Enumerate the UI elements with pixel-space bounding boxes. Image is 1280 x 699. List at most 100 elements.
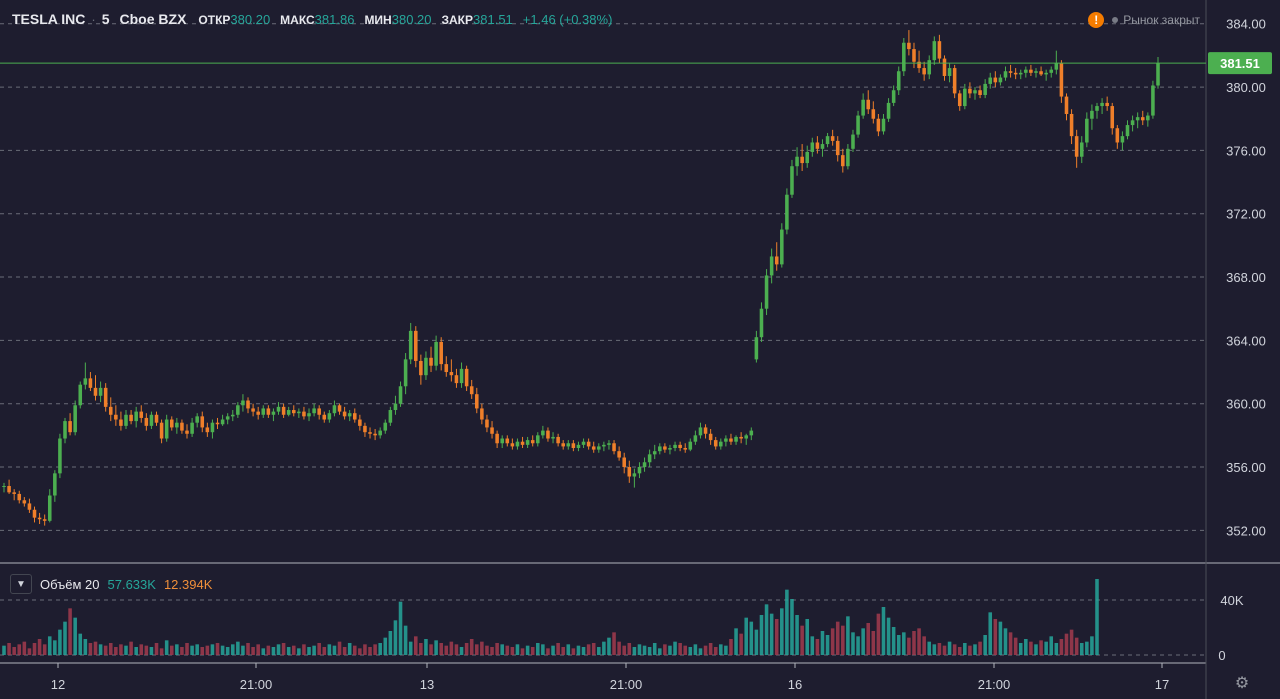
volume-bar	[851, 632, 855, 655]
volume-bar	[119, 644, 123, 655]
volume-bar	[876, 613, 881, 655]
candle-body	[566, 443, 571, 447]
candle-body	[378, 430, 382, 436]
volume-bar	[352, 645, 357, 655]
volume-bar	[627, 643, 632, 655]
candle-body	[200, 416, 205, 428]
chevron-down-icon[interactable]: ▼	[10, 574, 32, 594]
candle-body	[652, 451, 657, 455]
candle-body	[978, 90, 982, 95]
candle-body	[988, 77, 993, 84]
candle-body	[17, 493, 22, 501]
candle-body	[414, 330, 418, 361]
volume-bar	[505, 645, 510, 655]
volume-bar	[485, 645, 489, 655]
volume-bar	[22, 641, 27, 655]
candle-body	[800, 156, 804, 164]
candle-body	[922, 68, 926, 75]
candle-body	[1013, 72, 1018, 75]
volume-bar	[124, 645, 128, 655]
symbol-name[interactable]: TESLA INC	[12, 11, 86, 27]
volume-bar	[180, 647, 184, 655]
candle-body	[586, 441, 591, 447]
candle-body	[1054, 63, 1059, 70]
candle-body	[185, 430, 189, 434]
volume-bar	[739, 633, 743, 655]
volume-bar	[551, 645, 555, 655]
candle-body	[169, 419, 174, 428]
volume-bar	[42, 644, 47, 655]
volume-tick-label: 0	[1218, 648, 1225, 663]
volume-bar	[373, 644, 377, 655]
volume-bar	[754, 629, 759, 655]
volume-bar	[230, 644, 235, 655]
volume-bar	[195, 644, 199, 655]
volume-bar	[307, 647, 311, 655]
candle-body	[500, 438, 504, 444]
volume-bar	[108, 643, 113, 655]
candle-body	[576, 444, 581, 449]
volume-bar	[439, 643, 443, 655]
volume-bar	[475, 644, 479, 655]
volume-bar	[952, 644, 957, 655]
volume-bar	[1090, 636, 1094, 655]
candle-body	[637, 467, 642, 474]
timeframe[interactable]: 5	[101, 11, 110, 27]
volume-bar	[17, 644, 22, 655]
warning-icon[interactable]: !	[1088, 12, 1105, 28]
volume-bar	[891, 627, 896, 655]
volume-bar	[764, 604, 769, 655]
volume-bar	[693, 644, 698, 655]
volume-bar	[490, 647, 494, 655]
volume-bar	[2, 645, 6, 655]
gear-icon[interactable]: ⚙	[1234, 675, 1250, 692]
volume-bar	[846, 616, 850, 655]
volume-bar	[647, 647, 652, 655]
volume-bar	[983, 635, 987, 655]
candle-body	[403, 359, 408, 387]
candle-body	[449, 372, 454, 376]
volume-bar	[861, 628, 865, 655]
volume-bar	[414, 636, 418, 655]
candle-body	[983, 83, 987, 95]
low-value: 380.20	[391, 12, 432, 27]
volume-bar	[652, 643, 657, 655]
candle-body	[480, 408, 484, 420]
volume-bar	[810, 636, 815, 655]
volume-bar	[164, 640, 169, 655]
candle-body	[917, 61, 921, 69]
volume-bar	[1039, 640, 1043, 655]
candle-body	[602, 444, 606, 447]
close-label: ЗАКР	[441, 13, 474, 27]
candle-body	[663, 446, 667, 450]
volume-bar	[673, 641, 677, 655]
volume-bar	[683, 645, 687, 655]
volume-bar	[678, 643, 682, 655]
market-status[interactable]: ! Рынок закрыт	[1088, 12, 1200, 28]
candle-body	[642, 462, 647, 468]
candle-body	[37, 517, 42, 520]
volume-bar	[1003, 628, 1008, 655]
candle-body	[1135, 117, 1140, 121]
candle-body	[856, 115, 860, 135]
candle-body	[230, 414, 235, 417]
candle-body	[1085, 118, 1089, 143]
y-tick-label: 368.00	[1226, 270, 1266, 285]
candle-body	[134, 411, 138, 422]
volume-bar	[566, 644, 571, 655]
candle-body	[276, 406, 281, 412]
candle-body	[698, 427, 703, 436]
volume-bar	[815, 639, 820, 655]
volume-bar	[556, 643, 560, 655]
volume-bar	[73, 617, 77, 655]
volume-bar	[947, 641, 952, 655]
volume-bar	[637, 644, 642, 655]
candle-body	[998, 77, 1003, 83]
volume-bar	[286, 647, 291, 655]
status-dot-icon	[1112, 17, 1119, 23]
candle-body	[632, 473, 637, 477]
volume-bar	[932, 644, 937, 655]
candle-body	[114, 414, 118, 420]
candle-body	[241, 400, 245, 406]
